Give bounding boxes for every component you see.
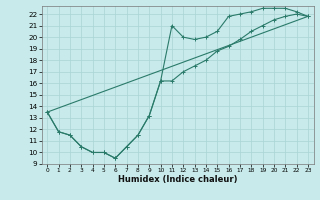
X-axis label: Humidex (Indice chaleur): Humidex (Indice chaleur) <box>118 175 237 184</box>
